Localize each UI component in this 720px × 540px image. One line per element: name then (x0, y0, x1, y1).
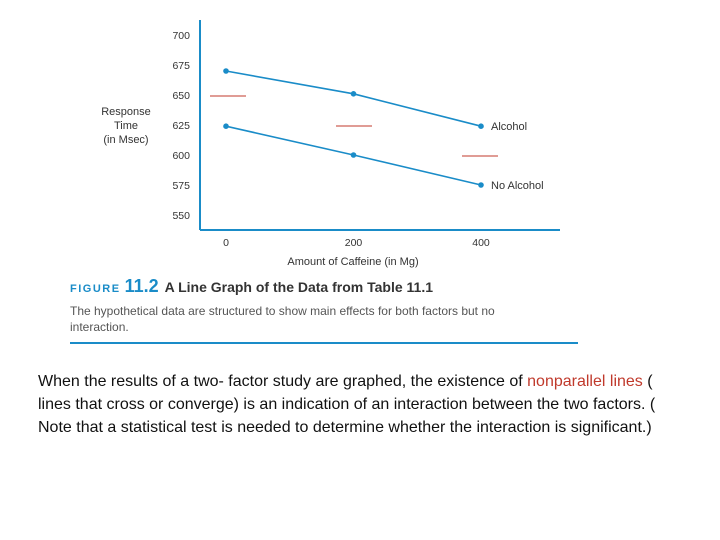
explanation-paragraph: When the results of a two- factor study … (38, 370, 688, 439)
paragraph-text-start: When the results of a two- factor study … (38, 373, 528, 390)
x-axis-label: Amount of Caffeine (in Mg) (287, 256, 418, 268)
data-point (223, 123, 229, 129)
highlighted-term: nonparallel lines (527, 373, 643, 390)
figure-title: A Line Graph of the Data from Table 11.1 (164, 279, 433, 295)
chart-annotation-marks (210, 95, 498, 157)
y-tick-labels: 700 675 650 625 600 575 550 (172, 30, 190, 222)
x-tick-labels: 0 200 400 (223, 237, 490, 249)
y-tick-label: 575 (172, 180, 190, 192)
data-point (223, 68, 229, 74)
caption-divider (70, 342, 578, 344)
figure-description: The hypothetical data are structured to … (70, 304, 495, 334)
x-tick-label: 400 (472, 237, 490, 249)
y-axis-label-line: Response (101, 106, 151, 118)
figure-heading: FIGURE 11.2 A Line Graph of the Data from … (70, 276, 590, 297)
y-tick-label: 650 (172, 90, 190, 102)
y-tick-label: 550 (172, 210, 190, 222)
line-chart: 700 675 650 625 600 575 550 0 200 400 Response Ti… (101, 20, 560, 268)
y-axis-label-line: Time (114, 120, 138, 132)
data-point (350, 152, 357, 158)
paragraph-text-end: ( lines that cross or converge) is an in… (38, 373, 656, 436)
y-tick-label: 600 (172, 150, 190, 162)
data-point (478, 182, 484, 188)
data-point (478, 123, 484, 129)
chart-series: Alcohol No Alcohol (223, 68, 544, 192)
y-tick-label: 675 (172, 60, 190, 72)
figure-caption: FIGURE 11.2 A Line Graph of the Data from … (70, 276, 590, 335)
y-tick-label: 625 (172, 120, 190, 132)
x-tick-label: 200 (345, 237, 363, 249)
data-point (350, 91, 357, 97)
y-axis-label-line: (in Msec) (103, 134, 148, 146)
series-label: No Alcohol (491, 180, 544, 192)
y-tick-label: 700 (172, 30, 190, 42)
x-tick-label: 0 (223, 237, 229, 249)
series-label: Alcohol (491, 121, 527, 133)
figure-number: 11.2 (124, 276, 159, 296)
figure-label: FIGURE (70, 283, 121, 295)
chart-axes (199, 20, 560, 231)
y-axis-label: Response Time (in Msec) (101, 106, 151, 146)
series-line (225, 70, 482, 127)
